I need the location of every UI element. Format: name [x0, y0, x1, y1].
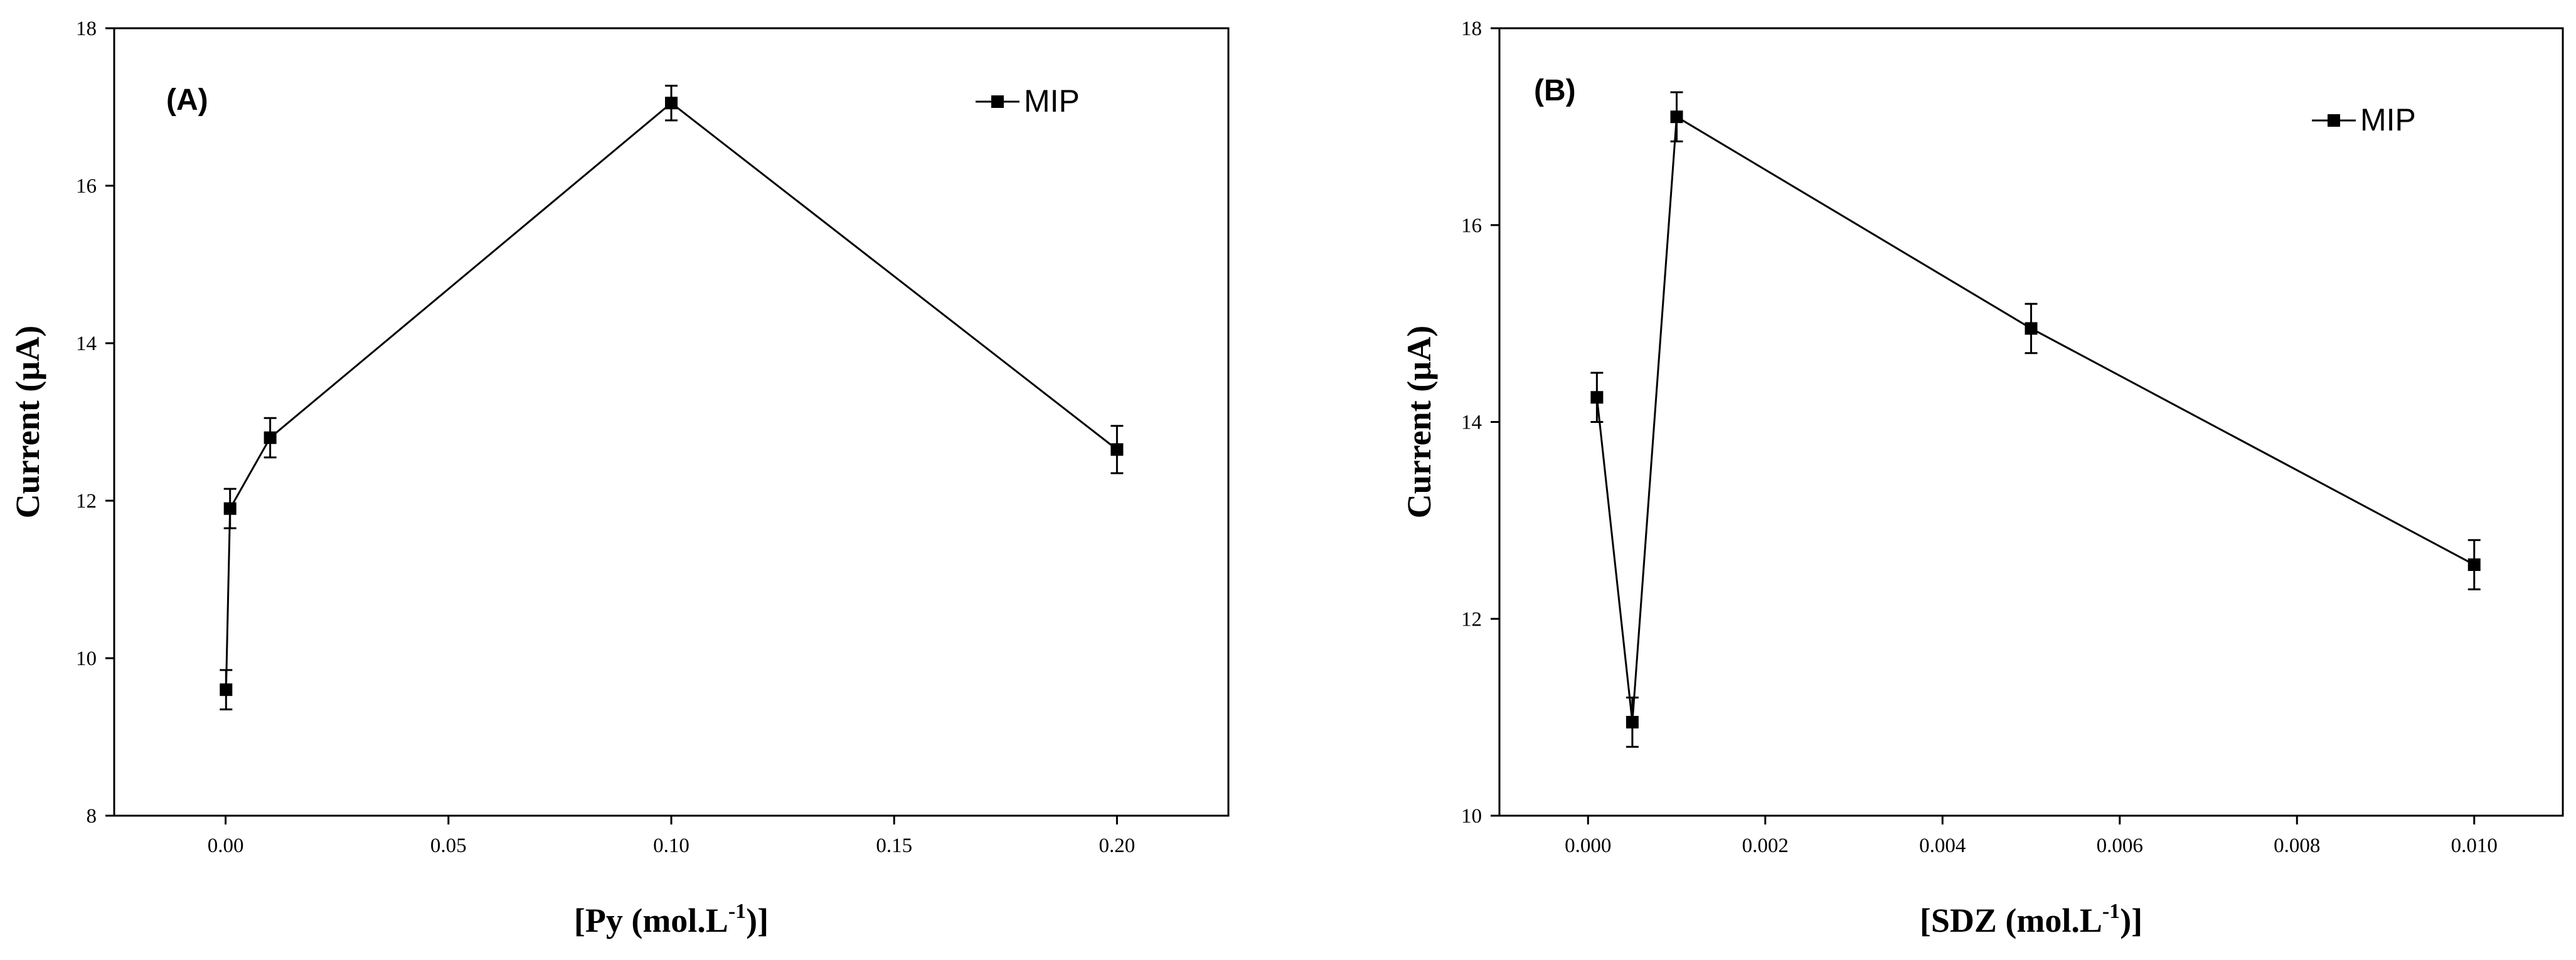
y-tick-label: 10 — [76, 648, 97, 670]
x-axis-label-superscript: -1 — [728, 900, 746, 923]
x-tick-label: 0.20 — [1099, 835, 1136, 857]
series-line — [225, 102, 1118, 690]
y-tick-label: 8 — [87, 805, 97, 828]
data-point — [1626, 715, 1639, 728]
y-tick-label: 12 — [76, 490, 97, 513]
y-tick-label: 14 — [76, 333, 97, 355]
x-axis-label-main: [SDZ (mol.L — [1920, 902, 2102, 939]
x-axis-label-main: [Py (mol.L — [574, 902, 728, 939]
y-tick-label: 14 — [1461, 412, 1482, 434]
y-tick-label: 10 — [1461, 805, 1482, 828]
x-axis-label-end: )] — [746, 902, 769, 939]
x-tick-label: 0.002 — [1742, 835, 1789, 857]
series-line — [1595, 115, 2475, 723]
y-tick-label: 16 — [1461, 215, 1482, 237]
plot-frame — [113, 27, 1230, 817]
data-point — [263, 431, 277, 444]
chart-panel-b: 0.000 0.002 0.004 0.006 0.008 0.010 10 12 14 16 18… — [1400, 18, 2564, 939]
x-tick-label: 0.008 — [2274, 835, 2320, 857]
x-axis-label-end: )] — [2120, 902, 2142, 939]
x-axis-label: [SDZ (mol.L-1)] — [1920, 900, 2142, 939]
legend-marker — [2328, 114, 2340, 127]
data-point — [1590, 391, 1604, 404]
y-tick-label: 18 — [76, 18, 97, 40]
y-tick-label: 16 — [76, 175, 97, 198]
x-tick-label: 0.05 — [430, 835, 467, 857]
data-point — [1110, 443, 1124, 456]
data-point — [1670, 110, 1683, 124]
data-point — [2025, 322, 2038, 335]
data-point — [2467, 558, 2481, 571]
legend-label: MIP — [2360, 102, 2416, 137]
data-point — [665, 97, 678, 110]
legend-marker — [991, 95, 1004, 108]
x-tick-label: 0.004 — [1919, 835, 1966, 857]
panel-label: (B) — [1534, 74, 1576, 107]
x-tick-label: 0.006 — [2097, 835, 2143, 857]
x-tick-label: 0.000 — [1565, 835, 1611, 857]
plot-frame — [1498, 27, 2564, 817]
data-point — [220, 683, 233, 696]
y-axis-label: Current (µA) — [9, 326, 46, 519]
y-tick-label: 18 — [1461, 18, 1482, 40]
x-tick-label: 0.10 — [653, 835, 689, 857]
chart-panel-a: 0.00 0.05 0.10 0.15 0.20 8 10 12 14 16 18 [Py (mol.… — [9, 18, 1230, 939]
x-tick-label: 0.010 — [2451, 835, 2498, 857]
x-axis-label: [Py (mol.L-1)] — [574, 900, 769, 939]
x-axis-label-superscript: -1 — [2102, 900, 2120, 923]
x-tick-label: 0.00 — [208, 835, 244, 857]
y-tick-label: 12 — [1461, 608, 1482, 631]
panel-label: (A) — [166, 83, 208, 117]
x-tick-label: 0.15 — [876, 835, 912, 857]
y-axis-label: Current (µA) — [1400, 326, 1438, 519]
legend-label: MIP — [1024, 83, 1080, 119]
data-point — [223, 502, 237, 515]
